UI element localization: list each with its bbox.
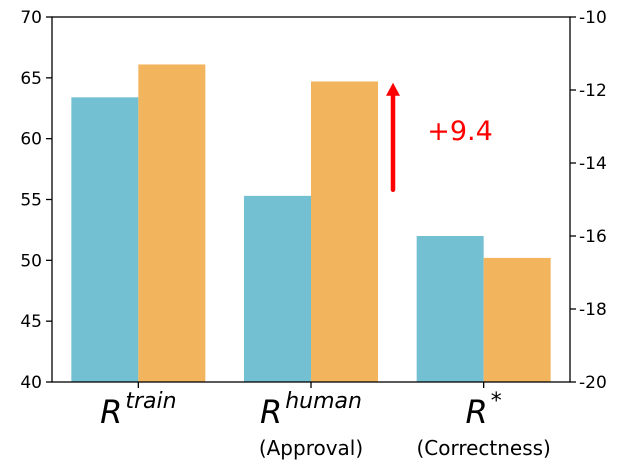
category-superscript: human [285, 389, 362, 414]
left-tick-label: 45 [20, 312, 42, 332]
bar-series1-cat1 [71, 97, 139, 383]
right-tick-label: -14 [579, 154, 607, 174]
category-main: R [466, 393, 488, 431]
category-main: R [260, 393, 282, 431]
left-axis: 40 45 50 55 60 65 70 [20, 8, 52, 393]
right-tick-label: -18 [579, 300, 607, 320]
left-tick-label: 60 [20, 130, 42, 150]
annotation-text: +9.4 [427, 116, 493, 147]
bar-series2-cat3 [483, 257, 551, 382]
bar-series2-cat2 [311, 81, 378, 382]
left-tick-label: 40 [20, 373, 42, 393]
bar-series2-cat1 [138, 64, 206, 382]
left-tick-label: 70 [20, 8, 42, 28]
left-tick-label: 65 [20, 69, 42, 89]
right-tick-label: -12 [579, 81, 607, 101]
category-label: R * [466, 389, 502, 431]
bar-series1-cat2 [244, 195, 311, 382]
category-superscript: * [491, 389, 502, 414]
annotation-group: +9.4 [386, 82, 493, 193]
category-sublabel: (Correctness) [416, 436, 550, 460]
bars-group [71, 64, 551, 383]
right-tick-label: -20 [579, 373, 607, 393]
right-axis: -20 -18 -16 -14 -12 -10 [570, 8, 607, 393]
plot-frame [51, 16, 571, 383]
left-tick-label: 50 [20, 251, 42, 271]
category-main: R [100, 393, 122, 431]
category-sublabel: (Approval) [259, 436, 363, 460]
bar-series1-cat3 [416, 236, 484, 382]
annotation-arrow-head [386, 82, 400, 96]
right-tick-label: -16 [579, 227, 607, 247]
right-tick-label: -10 [579, 8, 607, 28]
left-tick-label: 55 [20, 191, 42, 211]
category-superscript: train [125, 389, 176, 414]
